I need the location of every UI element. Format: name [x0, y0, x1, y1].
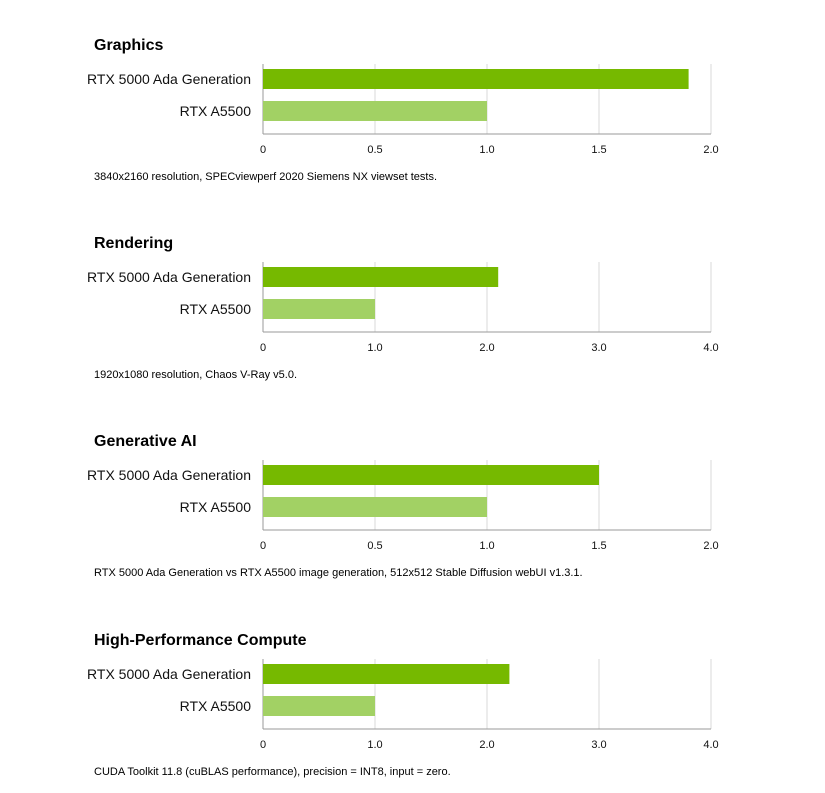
- x-tick-label: 3.0: [591, 342, 606, 354]
- category-label: RTX 5000 Ada Generation: [87, 71, 251, 87]
- x-tick-label: 1.5: [591, 144, 606, 156]
- category-label: RTX A5500: [180, 698, 252, 714]
- x-tick-label: 2.0: [703, 144, 718, 156]
- chart-title: Generative AI: [94, 433, 197, 450]
- x-tick-label: 0.5: [367, 540, 382, 552]
- bar-chart-generative-ai: RTX 5000 Ada Generation RTX A5500 0 0.5 1.0 1…: [87, 460, 719, 552]
- x-tick-label: 2.0: [703, 540, 718, 552]
- x-tick-label: 1.0: [367, 739, 382, 751]
- x-tick-label: 1.5: [591, 540, 606, 552]
- bar-rtx-5000-ada-generation: [263, 465, 599, 485]
- x-tick-label: 2.0: [479, 342, 494, 354]
- chart-title: Rendering: [94, 235, 174, 252]
- category-label: RTX 5000 Ada Generation: [87, 269, 251, 285]
- category-label: RTX 5000 Ada Generation: [87, 467, 251, 483]
- chart-section-graphics: Graphics RTX 5000 Ada Generation RTX A550…: [0, 0, 825, 198]
- category-label: RTX A5500: [180, 499, 252, 515]
- x-tick-label: 4.0: [703, 739, 718, 751]
- bar-rtx-5000-ada-generation: [263, 664, 510, 684]
- bar-rtx-5000-ada-generation: [263, 69, 689, 89]
- bar-rtx-a5500: [263, 497, 487, 517]
- chart-section-high-performance-compute: High-Performance Compute RTX 5000 Ada Ge…: [0, 595, 825, 793]
- x-tick-label: 3.0: [591, 739, 606, 751]
- x-tick-label: 1.0: [479, 144, 494, 156]
- bar-chart-high-performance-compute: RTX 5000 Ada Generation RTX A5500 0 1.0 2.0 3…: [87, 659, 719, 751]
- x-tick-label: 0.5: [367, 144, 382, 156]
- bar-rtx-a5500: [263, 299, 375, 319]
- x-tick-label: 1.0: [367, 342, 382, 354]
- chart-footnote: 1920x1080 resolution, Chaos V-Ray v5.0.: [94, 369, 298, 381]
- category-label: RTX A5500: [180, 103, 252, 119]
- bar-chart-rendering: RTX 5000 Ada Generation RTX A5500 0 1.0 2.0 3…: [87, 262, 719, 354]
- x-tick-label: 0: [260, 739, 266, 751]
- chart-title: Graphics: [94, 37, 164, 54]
- bar-rtx-5000-ada-generation: [263, 267, 499, 287]
- category-label: RTX 5000 Ada Generation: [87, 666, 251, 682]
- chart-section-rendering: Rendering RTX 5000 Ada Generation RTX A55…: [0, 198, 825, 396]
- bar-chart-graphics: RTX 5000 Ada Generation RTX A5500 0 0.5 1.0 1…: [87, 64, 719, 156]
- chart-footnote: 3840x2160 resolution, SPECviewperf 2020 …: [94, 171, 438, 183]
- bar-rtx-a5500: [263, 696, 375, 716]
- chart-section-generative-ai: Generative AI RTX 5000 Ada Generation RTX…: [0, 396, 825, 594]
- bar-rtx-a5500: [263, 101, 487, 121]
- x-tick-label: 2.0: [479, 739, 494, 751]
- x-tick-label: 1.0: [479, 540, 494, 552]
- x-tick-label: 0: [260, 540, 266, 552]
- category-label: RTX A5500: [180, 301, 252, 317]
- x-tick-label: 0: [260, 342, 266, 354]
- x-tick-label: 0: [260, 144, 266, 156]
- x-tick-label: 4.0: [703, 342, 718, 354]
- chart-title: High-Performance Compute: [94, 632, 307, 649]
- chart-footnote: RTX 5000 Ada Generation vs RTX A5500 ima…: [94, 567, 583, 579]
- chart-footnote: CUDA Toolkit 11.8 (cuBLAS performance), …: [94, 766, 451, 778]
